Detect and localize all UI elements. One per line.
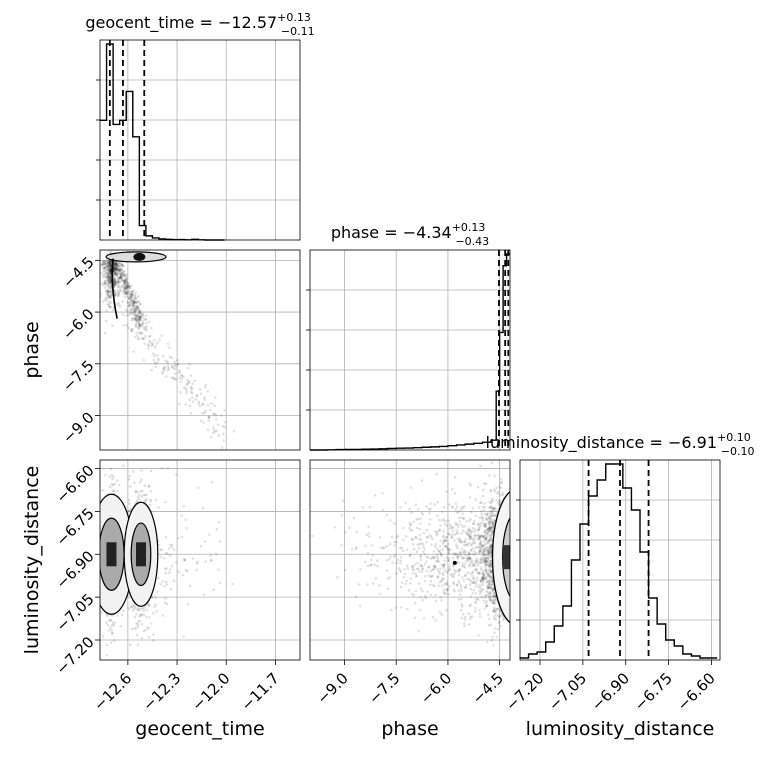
xtick-label-luminosity_distance: −7.05 [545, 669, 590, 714]
title-plus: +0.10 [717, 431, 751, 444]
scatter-phase-luminosity_distance [311, 461, 510, 647]
xtick-label-luminosity_distance: −6.90 [588, 669, 633, 714]
xtick-label-phase: −7.5 [365, 669, 403, 707]
title-phase: phase = −4.34+0.13 −0.43 [331, 221, 489, 248]
ytick-label-luminosity_distance: −6.60 [52, 462, 97, 507]
panel-frame-2-0 [99, 459, 301, 661]
title-minus: −0.10 [721, 445, 755, 458]
xlabel-phase: phase [381, 718, 438, 740]
title-minus: −0.43 [455, 235, 489, 248]
ylabel-phase: phase [21, 321, 43, 378]
xlabel-geocent_time: geocent_time [135, 718, 264, 740]
panel-frame-2-1 [309, 459, 511, 661]
ylabel-luminosity_distance: luminosity_distance [21, 466, 43, 655]
ytick-label-phase: −4.5 [59, 253, 97, 291]
title-luminosity_distance: luminosity_distance = −6.91+0.10 −0.10 [486, 431, 755, 458]
ytick-label-luminosity_distance: −6.90 [52, 547, 97, 592]
density-core [135, 542, 146, 567]
xtick-label-geocent_time: −11.7 [238, 669, 283, 714]
xtick-label-phase: −6.0 [417, 669, 455, 707]
histogram-step-phase [310, 253, 510, 451]
title-prefix: phase = −4.34 [331, 223, 452, 242]
title-plus: +0.13 [452, 221, 486, 234]
xtick-label-geocent_time: −12.6 [90, 669, 135, 714]
title-plus: +0.13 [277, 11, 311, 24]
xtick-label-geocent_time: −12.0 [188, 669, 233, 714]
xtick-label-luminosity_distance: −6.75 [631, 669, 676, 714]
panel-frame-0-0 [99, 39, 301, 241]
panel-frame-1-1 [309, 249, 511, 451]
ytick-label-phase: −6.0 [59, 305, 97, 343]
title-prefix: luminosity_distance = −6.91 [486, 433, 717, 453]
density-contour-outer [491, 490, 510, 624]
scatter-geocent_time-phase [100, 250, 236, 449]
density-point [452, 560, 457, 565]
panel-0-0 [100, 40, 300, 240]
xtick-label-luminosity_distance: −6.60 [674, 669, 719, 714]
scatter-geocent_time-luminosity_distance [100, 464, 234, 657]
title-prefix: geocent_time = −12.57 [85, 13, 277, 33]
xtick-label-geocent_time: −12.3 [139, 669, 184, 714]
density-core [133, 252, 146, 261]
density-core [106, 542, 117, 567]
panel-frame-2-2 [519, 459, 721, 661]
ytick-label-luminosity_distance: −7.20 [52, 633, 97, 678]
xtick-label-phase: −9.0 [313, 669, 351, 707]
panel-frame-1-0 [99, 249, 301, 451]
ytick-label-luminosity_distance: −7.05 [52, 590, 97, 635]
title-geocent_time: geocent_time = −12.57+0.13 −0.11 [85, 11, 314, 38]
ytick-label-luminosity_distance: −6.75 [52, 504, 97, 549]
ytick-label-phase: −9.0 [59, 408, 97, 446]
ytick-label-phase: −7.5 [59, 357, 97, 395]
xlabel-luminosity_distance: luminosity_distance [526, 718, 715, 740]
panel-2-0 [100, 460, 300, 660]
density-core [502, 545, 510, 570]
panel-1-0 [100, 250, 300, 450]
panel-2-1 [310, 460, 510, 660]
density-contour-tail [111, 258, 118, 319]
xtick-label-luminosity_distance: −7.20 [502, 669, 547, 714]
title-minus: −0.11 [281, 25, 315, 38]
histogram-step-luminosity_distance [520, 463, 718, 659]
panel-1-1 [310, 250, 510, 450]
histogram-step-geocent_time [100, 43, 225, 241]
